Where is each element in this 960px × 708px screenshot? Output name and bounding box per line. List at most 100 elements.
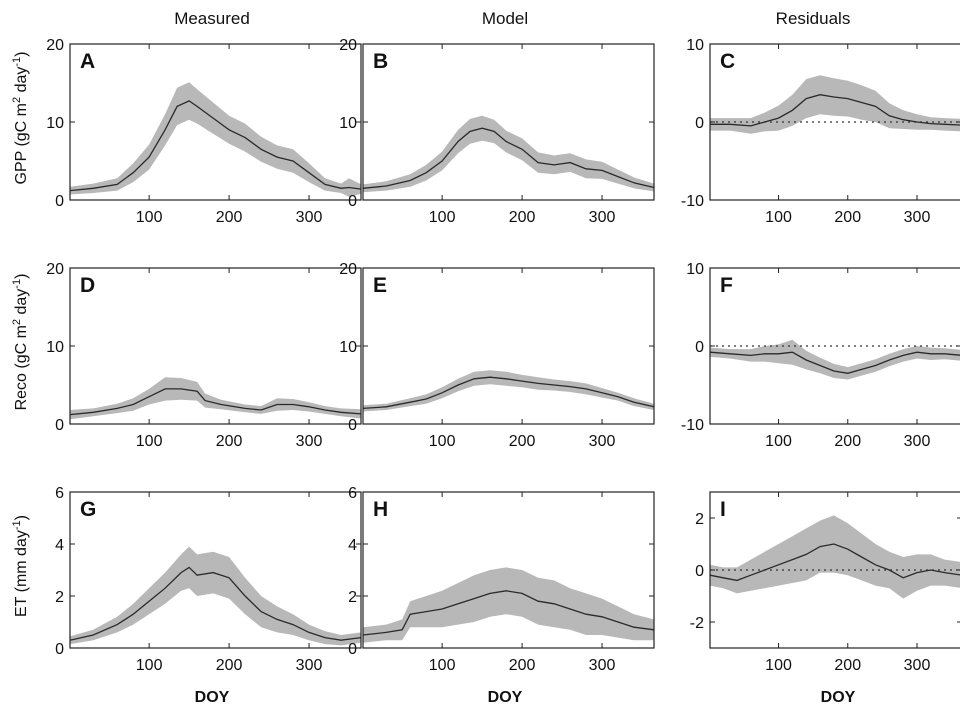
panel-c: 100 200 300 -10 0 10 C bbox=[681, 37, 960, 226]
panel-label-b: B bbox=[373, 50, 388, 73]
y-tick-label-c-10: 10 bbox=[686, 37, 704, 54]
mean-series-line-c bbox=[710, 94, 960, 127]
mean-series-line-h bbox=[362, 590, 655, 636]
y-tick-label-b-0: 0 bbox=[348, 193, 357, 210]
x-axis-label-residuals: DOY bbox=[821, 689, 856, 706]
mean-series-line-g bbox=[69, 566, 362, 641]
y-tick-label-e-0: 0 bbox=[348, 417, 357, 434]
mean-series-line-e bbox=[362, 376, 655, 410]
mean-series-line-a bbox=[69, 100, 362, 192]
x-tick-label-e-100: 100 bbox=[429, 433, 456, 450]
column-title-residuals: Residuals bbox=[776, 9, 851, 28]
x-tick-label-f-100: 100 bbox=[765, 433, 792, 450]
y-tick-label-c-0: 0 bbox=[695, 115, 704, 132]
y-tick-label-g-2: 2 bbox=[55, 589, 64, 606]
panel-label-f: F bbox=[720, 274, 733, 297]
x-tick-label-c-300: 300 bbox=[904, 209, 931, 226]
mean-series-line-d bbox=[69, 388, 362, 416]
x-tick-label-i-300: 300 bbox=[904, 657, 931, 674]
y-tick-label-i-0: 0 bbox=[695, 563, 704, 580]
y-tick-label-a-20: 20 bbox=[46, 37, 64, 54]
y-tick-label-e-10: 10 bbox=[339, 339, 357, 356]
y-tick-label-b-10: 10 bbox=[339, 115, 357, 132]
row-ylabel-reco: Reco (gC m2 day-1) bbox=[11, 274, 30, 411]
x-tick-label-c-200: 200 bbox=[834, 209, 861, 226]
column-title-model: Model bbox=[482, 9, 528, 28]
y-tick-label-h-6: 6 bbox=[348, 485, 357, 502]
uncertainty-band-g bbox=[70, 546, 361, 646]
panel-e: 100 200 300 0 10 20 E bbox=[339, 261, 655, 450]
x-tick-label-a-300: 300 bbox=[296, 209, 323, 226]
y-tick-label-g-6: 6 bbox=[55, 485, 64, 502]
panel-label-d: D bbox=[80, 274, 95, 297]
column-title-measured: Measured bbox=[174, 9, 250, 28]
mean-series-line-i bbox=[709, 543, 960, 582]
y-tick-label-d-20: 20 bbox=[46, 261, 64, 278]
uncertainty-band-e bbox=[363, 370, 654, 412]
y-tick-label-b-20: 20 bbox=[339, 37, 357, 54]
y-tick-label-a-0: 0 bbox=[55, 193, 64, 210]
x-tick-label-h-300: 300 bbox=[589, 657, 616, 674]
y-tick-label-i--2: -2 bbox=[690, 615, 704, 632]
x-tick-label-e-200: 200 bbox=[509, 433, 536, 450]
x-tick-label-h-200: 200 bbox=[509, 657, 536, 674]
x-tick-label-b-200: 200 bbox=[509, 209, 536, 226]
x-tick-label-g-100: 100 bbox=[136, 657, 163, 674]
y-tick-label-g-4: 4 bbox=[55, 537, 64, 554]
x-tick-label-i-100: 100 bbox=[765, 657, 792, 674]
mean-series-line-f bbox=[709, 351, 960, 374]
uncertainty-band-b bbox=[363, 115, 654, 193]
panel-label-i: I bbox=[720, 498, 726, 521]
axes-frame-g bbox=[69, 491, 362, 649]
y-tick-label-h-4: 4 bbox=[348, 537, 357, 554]
y-tick-label-i-2: 2 bbox=[695, 511, 704, 528]
y-tick-label-h-0: 0 bbox=[348, 641, 357, 658]
panel-label-c: C bbox=[720, 50, 735, 73]
x-tick-label-a-100: 100 bbox=[136, 209, 163, 226]
x-tick-label-g-300: 300 bbox=[296, 657, 323, 674]
x-tick-label-i-200: 200 bbox=[834, 657, 861, 674]
x-tick-label-b-300: 300 bbox=[589, 209, 616, 226]
y-tick-label-f-10: 10 bbox=[686, 261, 704, 278]
x-tick-label-d-200: 200 bbox=[216, 433, 243, 450]
y-tick-label-h-2: 2 bbox=[348, 589, 357, 606]
x-tick-label-f-300: 300 bbox=[904, 433, 931, 450]
uncertainty-band-a bbox=[70, 82, 361, 197]
x-tick-label-g-200: 200 bbox=[216, 657, 243, 674]
row-ylabel-gpp: GPP (gC m2 day-1) bbox=[11, 52, 30, 185]
mean-series-line-b bbox=[362, 127, 655, 189]
uncertainty-band-h bbox=[363, 567, 654, 643]
panel-h: 100 200 300 0 2 4 6H bbox=[348, 485, 655, 674]
x-axis-label-model: DOY bbox=[488, 689, 523, 706]
uncertainty-band-f bbox=[710, 339, 960, 380]
panel-label-a: A bbox=[80, 50, 95, 73]
x-tick-label-h-100: 100 bbox=[429, 657, 456, 674]
x-tick-label-b-100: 100 bbox=[429, 209, 456, 226]
y-tick-label-d-0: 0 bbox=[55, 417, 64, 434]
row-ylabel-et: ET (mm day-1) bbox=[11, 515, 30, 617]
x-axis-label-measured: DOY bbox=[195, 689, 230, 706]
panel-b: 100 200 300 0 10 20 B bbox=[339, 37, 655, 226]
panel-label-e: E bbox=[373, 274, 387, 297]
panel-i: 100 200 300 -2 0 2 I bbox=[690, 491, 960, 674]
x-tick-label-d-300: 300 bbox=[296, 433, 323, 450]
y-tick-label-f-0: 0 bbox=[695, 339, 704, 356]
panel-label-g: G bbox=[80, 498, 96, 521]
uncertainty-band-i bbox=[710, 515, 960, 599]
axes-frame-h bbox=[362, 491, 655, 649]
x-tick-label-d-100: 100 bbox=[136, 433, 163, 450]
y-tick-label-g-0: 0 bbox=[55, 641, 64, 658]
uncertainty-band-d bbox=[70, 377, 361, 420]
y-tick-label-c--10: -10 bbox=[681, 193, 704, 210]
y-tick-label-a-10: 10 bbox=[46, 115, 64, 132]
y-tick-label-d-10: 10 bbox=[46, 339, 64, 356]
y-tick-label-f--10: -10 bbox=[681, 417, 704, 434]
uncertainty-band-c bbox=[710, 75, 960, 134]
x-tick-label-f-200: 200 bbox=[834, 433, 861, 450]
x-tick-label-e-300: 300 bbox=[589, 433, 616, 450]
